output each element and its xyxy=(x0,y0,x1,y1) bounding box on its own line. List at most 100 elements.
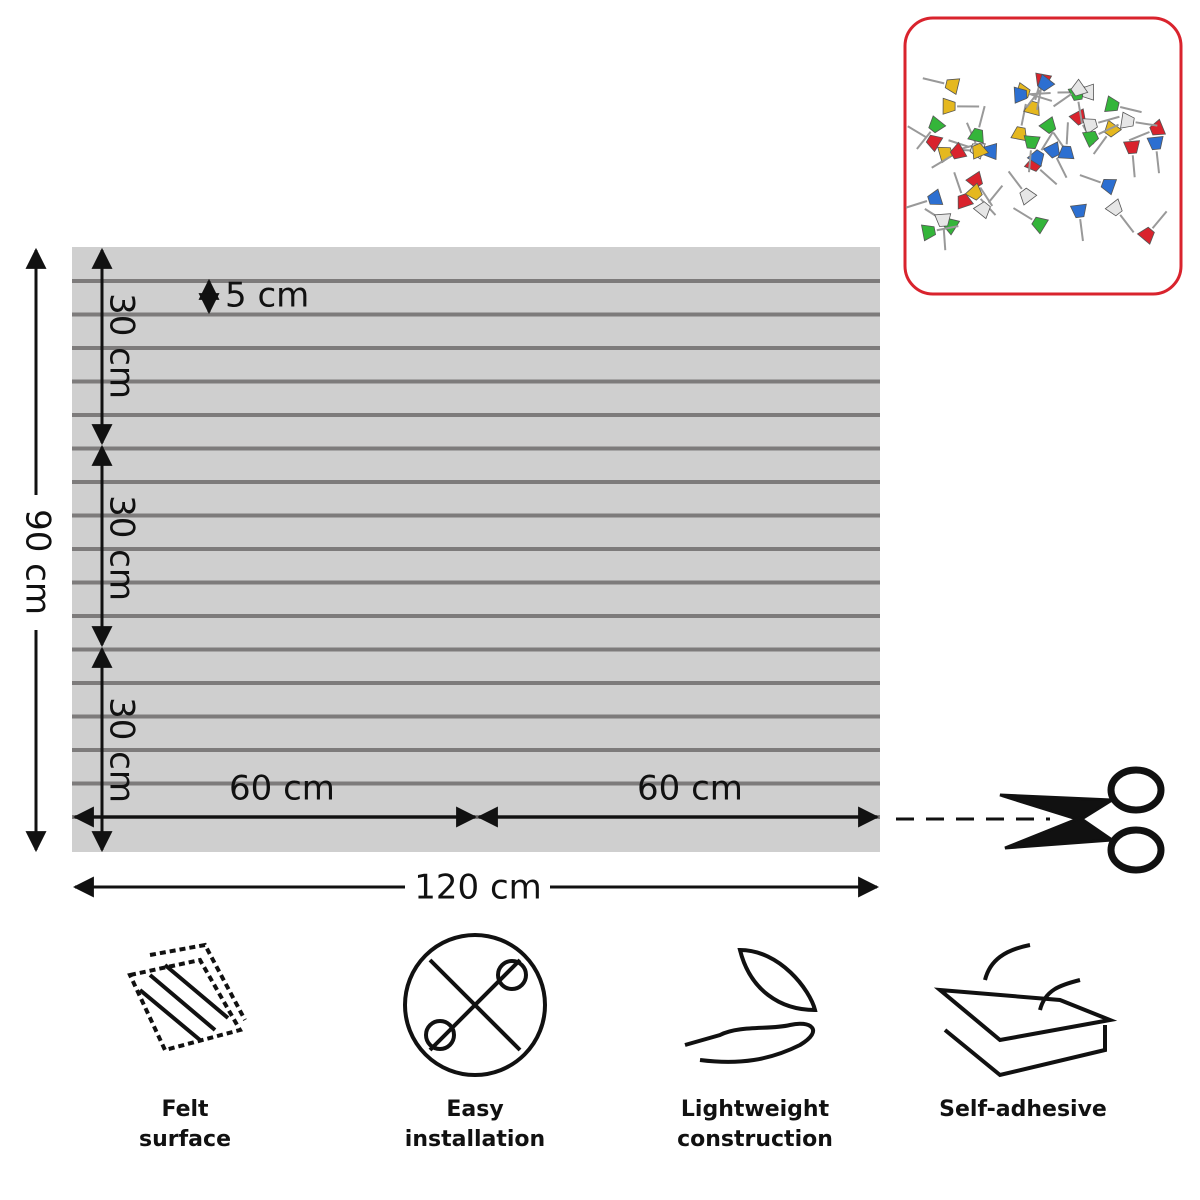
feature-label: Self-adhesive xyxy=(939,1097,1107,1122)
groove xyxy=(72,379,880,384)
pin-needle xyxy=(936,225,959,232)
pushpin xyxy=(905,188,944,209)
pin-needle xyxy=(978,105,986,128)
groove xyxy=(72,312,880,317)
pushpin xyxy=(1128,118,1167,142)
pushpin xyxy=(1026,130,1054,167)
half-label: 60 cm xyxy=(637,769,743,809)
pin-head xyxy=(1026,149,1045,167)
groove xyxy=(72,413,880,417)
pushpin xyxy=(1081,123,1119,148)
groove xyxy=(72,446,880,451)
pushpin xyxy=(1069,203,1087,242)
feature-icons xyxy=(127,933,1118,1078)
felt-icon xyxy=(127,942,247,1053)
pushpin xyxy=(1104,95,1142,114)
pin-head xyxy=(921,224,937,242)
pin-head xyxy=(1023,135,1041,150)
pin-head xyxy=(964,182,983,201)
pin-needle xyxy=(1119,214,1135,233)
pushpin xyxy=(967,105,986,144)
section-label: 30 cm xyxy=(102,697,142,803)
pin-needle xyxy=(1012,207,1033,221)
pin-head xyxy=(1042,141,1060,159)
pushpin xyxy=(907,125,944,153)
pin-head xyxy=(1149,118,1167,136)
pushpin xyxy=(921,224,959,242)
label-backing xyxy=(18,495,54,630)
pushpin xyxy=(934,213,952,251)
pin-head xyxy=(1038,116,1057,134)
pushpin xyxy=(1012,207,1049,235)
groove xyxy=(72,681,880,685)
groove xyxy=(72,279,880,283)
section-label: 30 cm xyxy=(102,495,142,601)
groove xyxy=(72,346,880,350)
tools-icon xyxy=(403,933,547,1077)
feature-label: surface xyxy=(139,1127,231,1152)
pushpin xyxy=(1136,210,1168,245)
pushpin xyxy=(1025,73,1056,109)
pin-head xyxy=(925,134,944,153)
pushpin xyxy=(953,171,975,210)
pin-needle xyxy=(987,184,1004,204)
groove xyxy=(72,748,880,752)
pin-needle xyxy=(1097,115,1120,124)
pushpin xyxy=(942,97,980,115)
groove xyxy=(72,714,880,719)
pin-head xyxy=(949,141,968,160)
pushpin xyxy=(1053,78,1089,108)
pin-head xyxy=(1070,78,1089,97)
pushpins xyxy=(905,72,1168,251)
pin-head xyxy=(934,213,952,227)
pushpin xyxy=(972,184,1004,220)
pin-head xyxy=(1031,216,1049,235)
pushpin xyxy=(1082,115,1120,135)
pin-needle xyxy=(1020,103,1027,126)
pin-needle xyxy=(1079,174,1101,184)
pin-needle xyxy=(1077,101,1083,124)
pushpin xyxy=(1146,136,1164,174)
pin-needle xyxy=(1079,219,1084,242)
pin-head xyxy=(1057,145,1075,160)
pin-head xyxy=(1081,130,1100,148)
pin-needle xyxy=(953,171,963,194)
feature-label: construction xyxy=(677,1127,833,1152)
pin-needle xyxy=(1055,157,1068,179)
pushpin xyxy=(1057,122,1075,160)
pin-needle xyxy=(1036,88,1043,111)
pin-head xyxy=(967,127,984,144)
pin-needle xyxy=(1040,130,1054,151)
pushpin xyxy=(1079,174,1118,196)
groove xyxy=(72,614,880,618)
pin-needle xyxy=(1027,150,1032,173)
groove-label: 5 cm xyxy=(225,276,309,316)
pin-needle xyxy=(1030,93,1053,102)
pin-head xyxy=(1122,140,1141,155)
pushpin xyxy=(1023,135,1041,173)
pin-needle xyxy=(916,131,932,150)
feather-hand-icon xyxy=(684,947,818,1064)
half-label: 60 cm xyxy=(229,769,335,809)
pin-needle xyxy=(1065,122,1069,145)
pin-needle xyxy=(1098,123,1119,135)
pin-needle xyxy=(1039,168,1058,186)
pin-head xyxy=(957,193,975,210)
feature-label: Easy xyxy=(446,1097,503,1122)
feature-label: installation xyxy=(405,1127,545,1152)
pin-needle xyxy=(905,200,928,209)
groove xyxy=(72,480,880,484)
pin-head xyxy=(1100,178,1118,196)
pin-needle xyxy=(1092,135,1108,155)
pushpin xyxy=(1122,140,1141,178)
pin-needle xyxy=(1151,210,1168,229)
pin-head xyxy=(1104,198,1123,217)
features: Felt surface Easy installation Lightweight co… xyxy=(139,1097,1107,1152)
pin-head xyxy=(1082,118,1098,135)
groove xyxy=(72,781,880,786)
pin-needle xyxy=(922,77,945,85)
adhesive-icon xyxy=(933,943,1118,1078)
pin-head xyxy=(1010,126,1028,142)
section-label: 30 cm xyxy=(102,293,142,399)
